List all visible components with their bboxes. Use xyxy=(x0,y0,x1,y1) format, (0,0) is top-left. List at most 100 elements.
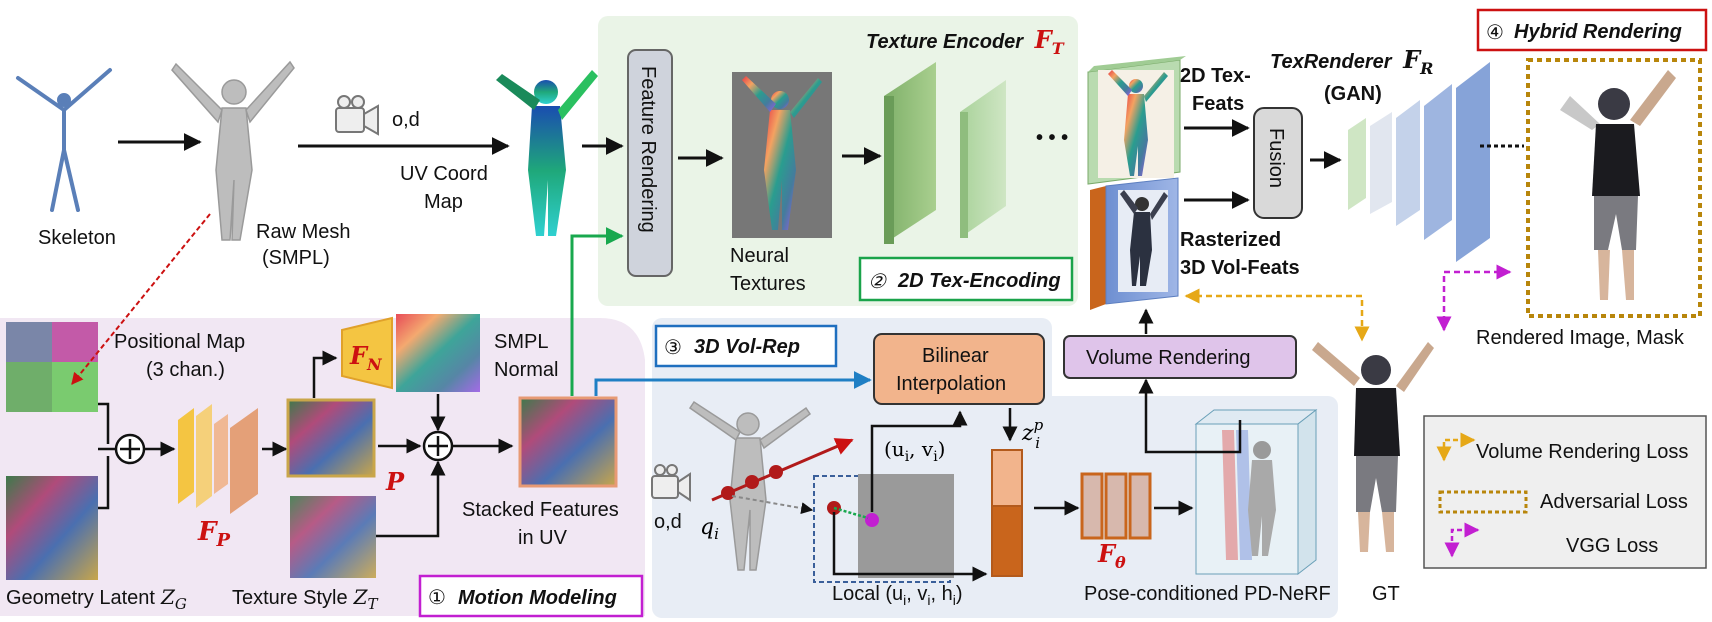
neural-textures-label-1: Neural xyxy=(730,245,789,267)
ray-sample-2 xyxy=(745,475,759,489)
skeleton-figure xyxy=(16,68,112,212)
z-feature-bottom xyxy=(991,505,1023,577)
positional-map-tile-1 xyxy=(6,322,52,362)
texture-encoder-label: Texture Encoder FT xyxy=(866,25,1065,58)
camera-icon-bottom xyxy=(651,464,691,502)
ellipsis-label: • • • xyxy=(1036,127,1068,149)
vgg-loss-connector xyxy=(1436,264,1512,332)
renderer-blocks xyxy=(1348,62,1490,262)
positional-map-tile-2 xyxy=(52,322,98,362)
neural-textures-figure xyxy=(742,76,822,230)
positional-map-tile-3 xyxy=(52,362,98,412)
gt-person xyxy=(1312,342,1434,552)
texture-encoder-panel xyxy=(598,16,1078,306)
fusion-box xyxy=(1253,107,1303,219)
smpl-normal-image xyxy=(396,314,480,392)
pd-nerf-cube xyxy=(1194,408,1318,576)
uv-coords-label: (ui, vi) xyxy=(884,437,945,465)
tex-encoding-num: ② xyxy=(868,271,887,293)
od-bottom-label: o,d xyxy=(654,511,682,533)
neural-textures-label-2: Textures xyxy=(730,273,806,295)
fp-label: FP xyxy=(197,517,230,551)
texrenderer-label: TexRenderer FR xyxy=(1270,45,1433,78)
motion-modeling-label: Motion Modeling xyxy=(458,587,617,609)
feature-rendering-box xyxy=(627,49,673,277)
raw-mesh-figure xyxy=(171,60,295,241)
p-label: P xyxy=(385,467,405,496)
plus-node-1 xyxy=(114,433,146,465)
tex-feats-cube xyxy=(1087,56,1186,185)
volume-rendering-box xyxy=(1063,335,1297,379)
vgg-loss-legend-label: VGG Loss xyxy=(1566,535,1658,557)
projected-point xyxy=(865,513,879,527)
tex-feats-label-2: Feats xyxy=(1192,93,1244,115)
fn-block xyxy=(341,316,393,390)
od-top-label: o,d xyxy=(392,109,420,131)
raw-mesh-label-1: Raw Mesh xyxy=(256,221,350,243)
rendered-person xyxy=(1560,70,1676,300)
stacked-to-feature-green-arrow xyxy=(570,227,624,396)
p-feature-image xyxy=(286,398,376,478)
texture-style-image xyxy=(290,496,376,578)
gan-label: (GAN) xyxy=(1324,83,1382,105)
volume-rendering-label: Volume Rendering xyxy=(1086,347,1251,369)
stacked-to-bilinear-blue-arrow xyxy=(594,371,872,396)
z-feature-top xyxy=(991,449,1023,507)
motion-modeling-num: ① xyxy=(428,587,446,609)
tex-feats-label-1: 2D Tex- xyxy=(1180,65,1251,87)
uv-coord-label-2: Map xyxy=(424,191,463,213)
volume-loss-legend-icon xyxy=(1436,432,1476,462)
feature-rendering-label: Feature Rendering xyxy=(637,66,659,233)
bilinear-label-2: Interpolation xyxy=(896,373,1006,395)
smpl-normal-label-2: Normal xyxy=(494,359,558,381)
uv-coord-map-figure xyxy=(496,70,598,236)
stacked-features-image xyxy=(518,396,618,488)
geometry-latent-image xyxy=(6,476,98,580)
patch-to-bilinear-arrow xyxy=(870,410,968,512)
ray-sample-1 xyxy=(721,486,735,500)
volume-loss-connector xyxy=(1184,288,1370,342)
vgg-loss-legend-icon xyxy=(1444,522,1480,558)
vol-rep-tag xyxy=(654,324,838,368)
uv-coord-label-1: UV Coord xyxy=(400,163,488,185)
stacked-features-label-1: Stacked Features xyxy=(462,499,619,521)
rasterized-label-2: 3D Vol-Feats xyxy=(1180,257,1300,279)
hybrid-rendering-tag xyxy=(1476,8,1708,52)
stacked-features-label-2: in UV xyxy=(518,527,568,549)
positional-map-label-1: Positional Map xyxy=(114,331,245,353)
rendered-label: Rendered Image, Mask xyxy=(1476,327,1685,349)
adversarial-loss-legend-icon xyxy=(1438,490,1528,514)
fn-label: FN xyxy=(349,341,383,374)
local-coords-arrow xyxy=(832,512,988,582)
z-label: zp i xyxy=(1021,416,1044,452)
rendered-output-frame xyxy=(1526,58,1702,318)
encoder-block-1 xyxy=(884,62,936,244)
bilinear-box xyxy=(873,333,1045,405)
fp-blocks xyxy=(178,404,258,514)
encoder-block-2 xyxy=(960,80,1006,238)
bilinear-label-1: Bilinear xyxy=(922,345,989,367)
hybrid-rendering-num: ④ xyxy=(1486,22,1504,44)
geometry-latent-label: Geometry Latent ZG xyxy=(6,585,187,613)
adversarial-loss-legend-label: Adversarial Loss xyxy=(1540,491,1688,513)
raw-mesh-label-2: (SMPL) xyxy=(262,247,330,269)
vol-rep-num: ③ xyxy=(664,337,682,359)
camera-icon xyxy=(335,95,379,136)
ray-sample-3 xyxy=(769,465,783,479)
posmap-merge-lines xyxy=(98,402,110,510)
mesh-to-posmap-link xyxy=(71,213,211,385)
motion-modeling-tag xyxy=(418,574,644,618)
ftheta-block xyxy=(1080,472,1152,540)
style-to-plus2-arrow xyxy=(376,460,446,538)
plus-node-2 xyxy=(422,430,454,462)
rasterized-label-1: Rasterized xyxy=(1180,229,1281,251)
pd-nerf-label: Pose-conditioned PD-NeRF xyxy=(1084,583,1331,605)
fusion-label: Fusion xyxy=(1265,128,1287,188)
skeleton-label: Skeleton xyxy=(38,227,116,249)
p-to-fn-arrow xyxy=(312,350,338,398)
tex-encoding-label: 2D Tex-Encoding xyxy=(897,270,1061,292)
volume-loss-legend-label: Volume Rendering Loss xyxy=(1476,441,1688,463)
gt-label: GT xyxy=(1372,583,1400,605)
hybrid-rendering-label: Hybrid Rendering xyxy=(1514,21,1682,43)
positional-map-label-2: (3 chan.) xyxy=(146,359,225,381)
